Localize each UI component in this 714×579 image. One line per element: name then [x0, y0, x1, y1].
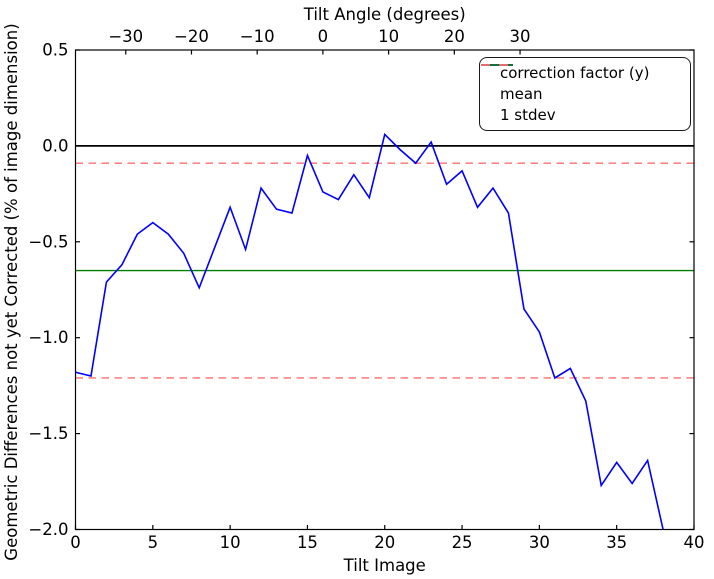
top-tick-label: −10: [240, 27, 275, 46]
x-tick-label: 15: [297, 533, 318, 552]
x-tick-label: 10: [220, 533, 241, 552]
x-tick-label: 30: [529, 533, 550, 552]
top-tick-label: −20: [174, 27, 209, 46]
x-axis-label: Tilt Image: [343, 556, 426, 575]
legend-label-mean: mean: [500, 85, 543, 103]
legend-entry-correction-factor: correction factor (y): [481, 63, 682, 84]
top-tick-label: −30: [108, 27, 143, 46]
legend-entry-stdev: 1 stdev: [481, 64, 682, 125]
legend-label-correction-factor: correction factor (y): [500, 64, 650, 83]
top-tick-label: 20: [444, 27, 465, 46]
y-tick-label: −1.0: [28, 328, 68, 347]
x-tick-label: 0: [70, 533, 81, 552]
y-tick-label: 0.5: [42, 41, 68, 60]
y-tick-label: −2.0: [28, 520, 68, 539]
x-tick-label: 5: [148, 533, 159, 552]
y-tick-label: −1.5: [28, 424, 68, 443]
correction-factor-line: [75, 132, 664, 530]
top-tick-label: 10: [378, 27, 399, 46]
red-dashed-sample-icon: [481, 64, 513, 66]
top-tick-label: 30: [510, 27, 531, 46]
y-axis-label: Geometric Differences not yet Corrected …: [2, 23, 21, 560]
top-axis-title: Tilt Angle (degrees): [303, 5, 466, 24]
x-tick-label: 40: [684, 533, 705, 552]
x-tick-label: 20: [374, 533, 395, 552]
legend-entry-mean: mean: [481, 64, 682, 105]
x-tick-label: 25: [452, 533, 473, 552]
x-tick-label: 35: [606, 533, 627, 552]
legend: correction factor (y) mean 1 stdev: [479, 57, 691, 131]
y-tick-label: −0.5: [28, 232, 68, 251]
y-tick-label: 0.0: [42, 136, 68, 155]
legend-label-stdev: 1 stdev: [500, 105, 556, 124]
top-tick-label: 0: [318, 27, 329, 46]
